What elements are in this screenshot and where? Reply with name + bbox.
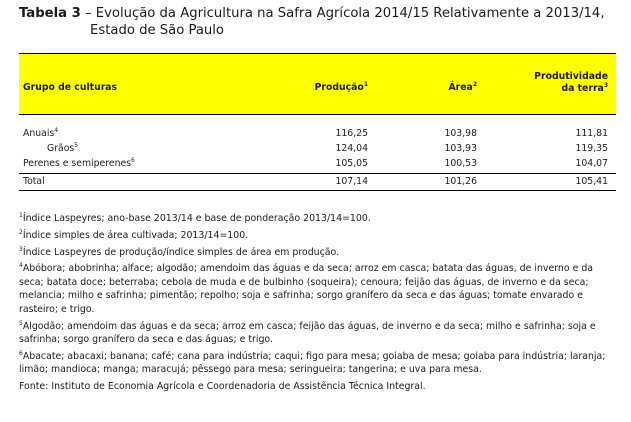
row-label: Anuais4 — [23, 126, 59, 139]
row-label: Perenes e semiperenes6 — [23, 156, 135, 169]
source-note: Fonte: Instituto de Economia Agrícola e … — [19, 381, 426, 393]
row-production: 105,05 — [335, 158, 368, 169]
total-row: Total 107,14 101,26 105,41 — [19, 173, 616, 191]
table-row: Grãos5 124,04 103,93 119,35 — [19, 141, 616, 156]
footnote-3: 3Índice Laspeyres de produção/índice sim… — [19, 245, 340, 258]
footnote-4: 4Abóbora; abobrinha; alface; algodão; am… — [19, 262, 594, 315]
header-production: Produção1 — [314, 80, 368, 93]
total-label: Total — [23, 176, 45, 187]
footnote-2: 2Índice simples de área cultivada; 2013/… — [19, 228, 249, 241]
header-group: Grupo de culturas — [23, 82, 118, 93]
title-line-1: – Evolução da Agricultura na Safra Agríc… — [80, 6, 605, 21]
data-table: Grupo de culturas Produção1 Área2 Produt… — [19, 53, 616, 191]
total-area: 101,26 — [444, 176, 477, 187]
row-productivity: 111,81 — [575, 128, 608, 139]
row-productivity: 119,35 — [575, 143, 608, 154]
table-row: Perenes e semiperenes6 105,05 100,53 104… — [19, 156, 616, 171]
header-productivity: Produtividade da terra3 — [534, 71, 608, 94]
table-row: Anuais4 116,25 103,98 111,81 — [19, 126, 616, 141]
total-productivity: 105,41 — [575, 176, 608, 187]
row-production: 116,25 — [335, 128, 368, 139]
row-area: 100,53 — [444, 158, 477, 169]
footnote-5: 5Algodão; amendoim das águas e da seca; … — [19, 319, 596, 346]
row-productivity: 104,07 — [575, 158, 608, 169]
footnote-1: 1Índice Laspeyres; ano-base 2013/14 e ba… — [19, 211, 371, 224]
row-area: 103,93 — [444, 143, 477, 154]
footnote-6: 6Abacate; abacaxi; banana; café; cana pa… — [19, 349, 606, 376]
table-header: Grupo de culturas Produção1 Área2 Produt… — [19, 53, 616, 115]
row-area: 103,98 — [444, 128, 477, 139]
table-number: Tabela 3 — [19, 6, 81, 21]
table-title: Tabela 3 – Evolução da Agricultura na Sa… — [19, 5, 624, 39]
total-production: 107,14 — [335, 176, 368, 187]
footnotes: 1Índice Laspeyres; ano-base 2013/14 e ba… — [19, 212, 619, 394]
title-line-2: Estado de São Paulo — [90, 23, 225, 38]
row-label: Grãos5 — [47, 141, 79, 154]
header-area: Área2 — [448, 80, 477, 93]
row-production: 124,04 — [335, 143, 368, 154]
